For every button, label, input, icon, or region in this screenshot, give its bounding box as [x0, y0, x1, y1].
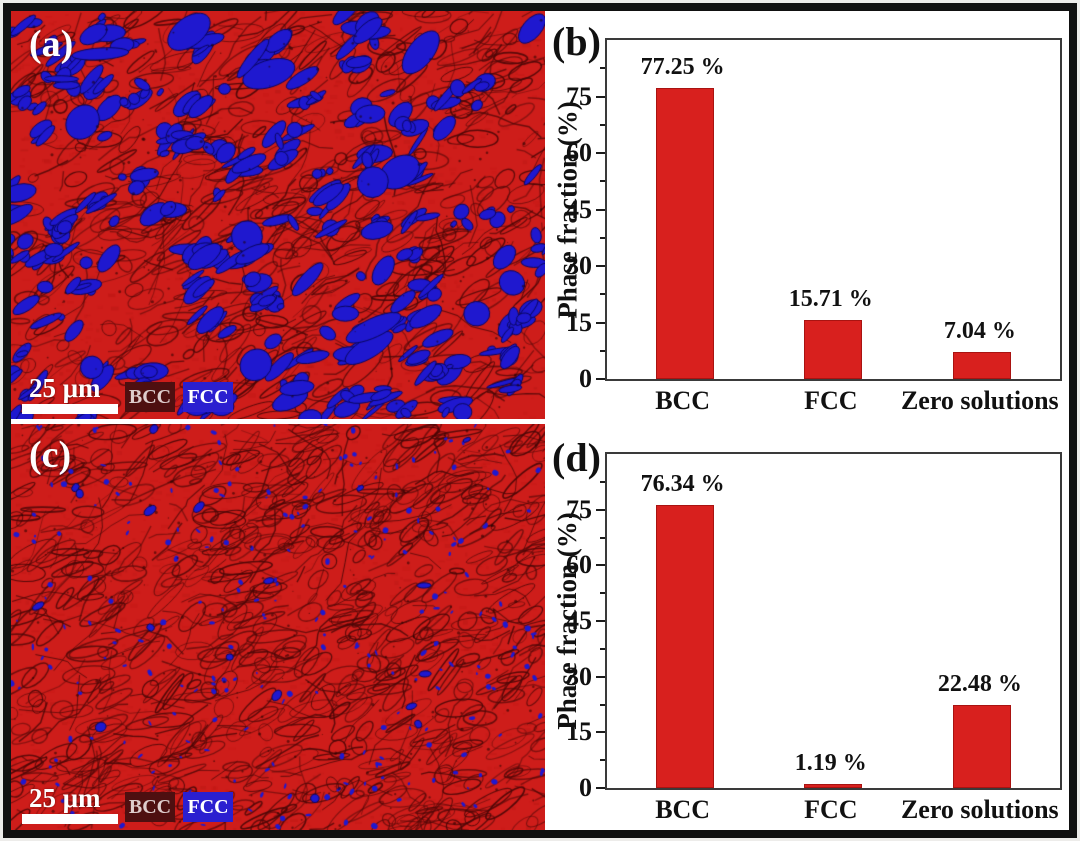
- panel-c-scalebar-text: 25 μm: [29, 783, 101, 813]
- y-minor-tick: [600, 647, 605, 650]
- panel-a-legend-fcc: FCC: [183, 382, 233, 412]
- y-minor-tick: [600, 480, 605, 483]
- y-major-tick: [596, 508, 605, 511]
- panel-b-bar-chart: (b) 0 15 30 45 60 75 77.25 % BCC 15.71 % FCC 7.04 …: [545, 11, 1069, 423]
- x-category-label: FCC: [804, 386, 858, 415]
- panel-c-legend-fcc: FCC: [183, 792, 233, 822]
- plot-frame: [605, 38, 1062, 381]
- y-tick-label: 75: [566, 81, 592, 111]
- bar-zero-solutions: [952, 352, 1011, 379]
- y-minor-tick: [600, 536, 605, 539]
- y-tick-label: 15: [566, 717, 592, 747]
- y-tick-label: 0: [579, 364, 592, 393]
- panel-a-legend: BCC FCC: [125, 382, 233, 412]
- y-tick-label: 75: [566, 494, 592, 524]
- y-minor-tick: [600, 180, 605, 183]
- bar-value-label: 76.34 %: [640, 470, 725, 497]
- x-category-label: FCC: [804, 795, 858, 824]
- panel-a-label: (a): [29, 23, 74, 65]
- bar-value-label: 22.48 %: [937, 670, 1022, 697]
- y-major-tick: [596, 265, 605, 267]
- panel-b-label: (b): [552, 19, 601, 64]
- panel-c-phase-map: (c) 25 μm BCC FCC: [11, 424, 545, 830]
- y-tick-label: 30: [566, 661, 592, 691]
- y-tick-label: 45: [566, 194, 592, 224]
- panel-a-phase-map: (a) 25 μm BCC FCC: [11, 11, 545, 419]
- bar-bcc: [655, 88, 714, 379]
- y-minor-tick: [600, 703, 605, 706]
- y-major-tick: [596, 787, 605, 789]
- bar-fcc: [803, 319, 862, 379]
- y-major-tick: [596, 731, 605, 734]
- phase-map-a-canvas: [11, 11, 545, 419]
- bar-fcc: [803, 783, 862, 788]
- y-minor-tick: [600, 759, 605, 762]
- phase-map-c-canvas: [11, 424, 545, 830]
- y-minor-tick: [600, 123, 605, 126]
- y-major-tick: [596, 378, 605, 380]
- y-major-tick: [596, 208, 605, 211]
- panel-c-legend: BCC FCC: [125, 792, 233, 822]
- y-axis-title: Phase fraction (%): [552, 100, 582, 319]
- y-major-tick: [596, 675, 605, 678]
- x-category-label: BCC: [655, 795, 711, 824]
- bar-value-label: 7.04 %: [943, 318, 1016, 345]
- y-major-tick: [596, 152, 605, 154]
- y-minor-tick: [600, 349, 605, 352]
- bar-value-label: 15.71 %: [788, 285, 873, 312]
- y-axis-title: Phase fraction (%): [552, 512, 582, 730]
- panel-d-bar-chart: (d) 0 15 30 45 60 75 76.34 % BCC 1.19 % FCC 22.48 …: [545, 430, 1069, 830]
- y-minor-tick: [600, 236, 605, 239]
- plot-frame: [605, 452, 1062, 790]
- y-major-tick: [596, 95, 605, 98]
- panel-d-label: (d): [552, 435, 601, 480]
- y-tick-label: 15: [566, 307, 592, 337]
- x-category-label: Zero solutions: [900, 795, 1059, 824]
- y-minor-tick: [600, 293, 605, 296]
- panel-a-scalebar: [22, 404, 118, 414]
- bar-value-label: 1.19 %: [794, 749, 867, 776]
- panel-c-label: (c): [29, 434, 72, 476]
- y-major-tick: [596, 620, 605, 622]
- y-tick-label: 60: [566, 138, 592, 167]
- y-tick-label: 0: [579, 773, 592, 802]
- x-category-label: Zero solutions: [900, 386, 1059, 415]
- panel-c-scalebar: [22, 814, 118, 824]
- x-category-label: BCC: [655, 386, 711, 415]
- y-tick-label: 30: [566, 251, 592, 280]
- y-major-tick: [596, 321, 605, 324]
- y-major-tick: [596, 564, 605, 567]
- y-minor-tick: [600, 592, 605, 595]
- y-tick-label: 45: [566, 606, 592, 635]
- panel-a-legend-bcc: BCC: [125, 382, 175, 412]
- bar-bcc: [655, 504, 714, 788]
- panel-c-legend-bcc: BCC: [125, 792, 175, 822]
- bar-zero-solutions: [952, 704, 1011, 788]
- bar-value-label: 77.25 %: [640, 54, 725, 81]
- y-minor-tick: [600, 67, 605, 70]
- figure-border: [3, 3, 1077, 838]
- y-tick-label: 60: [566, 550, 592, 580]
- panel-a-scalebar-text: 25 μm: [29, 373, 101, 403]
